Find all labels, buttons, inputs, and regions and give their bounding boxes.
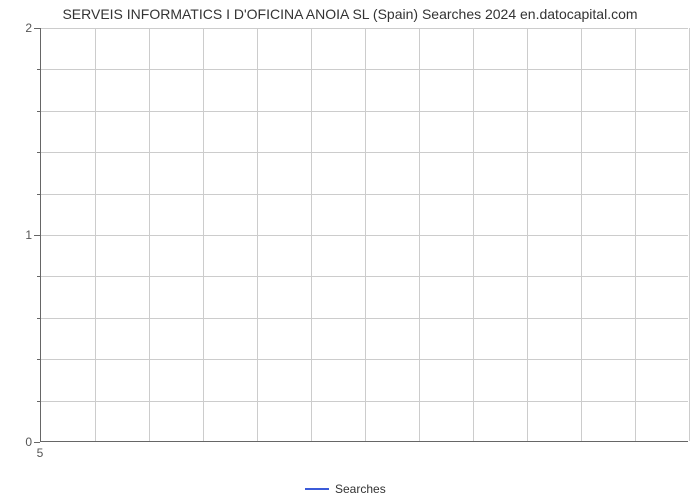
x-axis-label: 5 [37,446,44,460]
grid-h [41,401,688,402]
y-axis-label: 2 [16,21,32,35]
y-axis-label: 0 [16,435,32,449]
y-tick-minor [37,194,40,195]
grid-h [41,69,688,70]
plot-area [40,28,688,442]
y-tick-minor [37,111,40,112]
chart-title: SERVEIS INFORMATICS I D'OFICINA ANOIA SL… [0,6,700,22]
legend-label: Searches [335,482,386,496]
grid-h [41,194,688,195]
chart-container: SERVEIS INFORMATICS I D'OFICINA ANOIA SL… [0,0,700,500]
grid-h [41,276,688,277]
grid-h [41,359,688,360]
y-tick-minor [37,401,40,402]
legend: Searches [305,482,386,496]
y-tick-major [34,28,40,29]
y-tick-minor [37,69,40,70]
grid-h [41,318,688,319]
grid-v [689,28,690,441]
y-tick-major [34,235,40,236]
grid-h [41,28,688,29]
y-axis-label: 1 [16,228,32,242]
y-tick-minor [37,276,40,277]
y-tick-major [34,442,40,443]
grid-h [41,111,688,112]
y-tick-minor [37,318,40,319]
grid-h [41,235,688,236]
y-tick-minor [37,359,40,360]
y-tick-minor [37,152,40,153]
legend-line [305,488,329,490]
grid-h [41,152,688,153]
